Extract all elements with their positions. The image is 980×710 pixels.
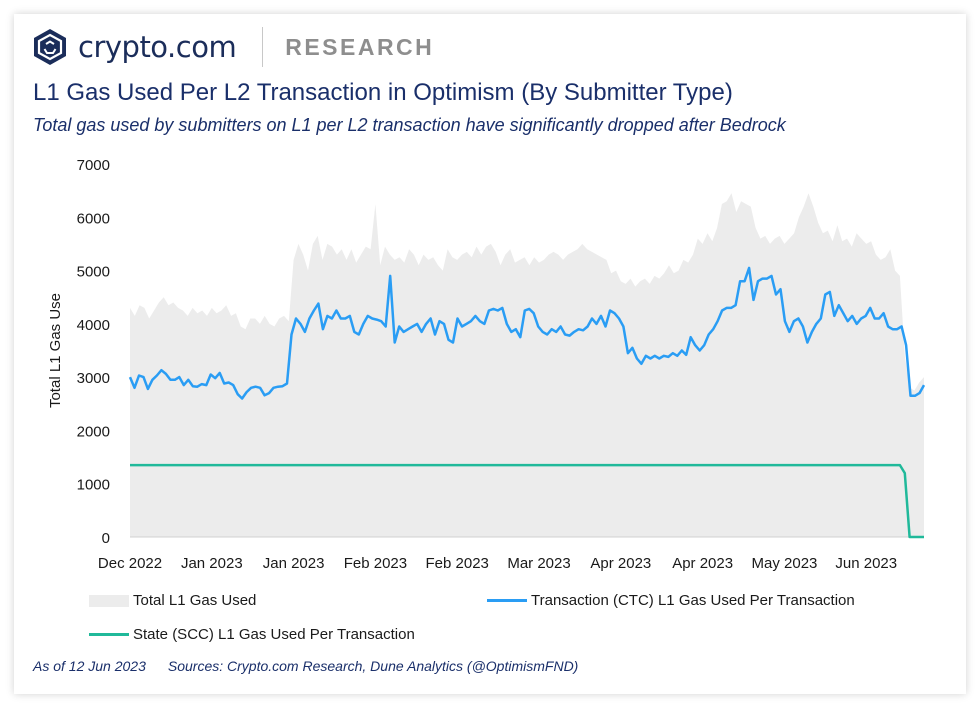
y-tick-label: 6000 [77,210,110,227]
brand-name: crypto.com [78,30,237,64]
x-tick-label: Dec 2022 [98,555,162,572]
footer-sources: Sources: Crypto.com Research, Dune Analy… [167,658,579,674]
series-area-total-gas [130,193,924,538]
series-line-scc [130,463,924,539]
x-tick-label: Jan 2023 [263,555,325,572]
legend-label-scc: State (SCC) L1 Gas Used Per Transaction [133,626,415,643]
x-tick-label: Feb 2023 [426,555,489,572]
brand-section: RESEARCH [285,33,435,60]
chart-subtitle: Total gas used by submitters on L1 per L… [33,115,786,135]
chart-title: L1 Gas Used Per L2 Transaction in Optimi… [33,79,733,106]
x-tick-label: Feb 2023 [344,555,407,572]
x-tick-label: Mar 2023 [507,555,570,572]
legend-item-total: Total L1 Gas Used [89,592,256,609]
footer-asof: As of 12 Jun 2023 [33,658,146,674]
y-tick-label: 2000 [77,423,110,440]
y-tick-label: 1000 [77,477,110,494]
y-tick-label: 0 [102,530,110,547]
legend-item-scc: State (SCC) L1 Gas Used Per Transaction [89,626,415,643]
footer-note: As of 12 Jun 2023 Sources: Crypto.com Res… [33,658,578,674]
legend-label-ctc: Transaction (CTC) L1 Gas Used Per Transa… [531,592,855,609]
x-tick-label: Apr 2023 [672,555,733,572]
y-axis-label: Total L1 Gas Use [47,293,64,408]
y-tick-label: 4000 [77,317,110,334]
y-tick-label: 7000 [77,157,110,174]
y-tick-label: 5000 [77,264,110,281]
legend-item-ctc: Transaction (CTC) L1 Gas Used Per Transa… [487,592,855,609]
legend-swatch-total [89,594,129,607]
x-tick-label: May 2023 [752,555,818,572]
x-tick-label: Jun 2023 [835,555,897,572]
x-tick-label: Apr 2023 [590,555,651,572]
x-tick-label: Jan 2023 [181,555,243,572]
legend-swatch-ctc [487,599,527,602]
legend-label-total: Total L1 Gas Used [133,592,257,609]
brand-divider [262,27,264,67]
crypto-com-logo-icon [34,29,66,65]
series-line-ctc [128,266,926,400]
brand-header: crypto.com RESEARCH [32,27,435,67]
legend-swatch-scc [89,633,129,636]
y-tick-label: 3000 [77,370,110,387]
